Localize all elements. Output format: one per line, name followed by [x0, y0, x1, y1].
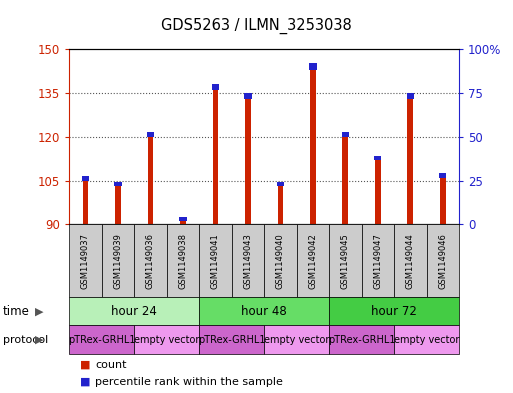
Bar: [147, 132, 154, 137]
Bar: [362, 224, 394, 297]
Text: GSM1149043: GSM1149043: [244, 233, 252, 289]
Text: empty vector: empty vector: [394, 334, 459, 345]
Bar: [134, 325, 199, 354]
Text: GSM1149044: GSM1149044: [406, 233, 415, 288]
Bar: [244, 94, 251, 99]
Text: protocol: protocol: [3, 334, 48, 345]
Bar: [394, 325, 459, 354]
Bar: [329, 224, 362, 297]
Text: hour 72: hour 72: [371, 305, 417, 318]
Text: GSM1149036: GSM1149036: [146, 233, 155, 289]
Text: ▶: ▶: [35, 306, 44, 316]
Bar: [148, 137, 153, 224]
Text: GSM1149047: GSM1149047: [373, 233, 382, 289]
Bar: [329, 325, 394, 354]
Text: empty vector: empty vector: [264, 334, 329, 345]
Bar: [114, 182, 122, 186]
Bar: [199, 325, 264, 354]
Text: count: count: [95, 360, 126, 370]
Bar: [374, 156, 382, 160]
Bar: [180, 217, 187, 222]
Bar: [115, 186, 121, 224]
Bar: [407, 99, 413, 224]
Bar: [342, 132, 349, 137]
Bar: [232, 224, 264, 297]
Bar: [440, 178, 446, 224]
Bar: [309, 63, 317, 70]
Text: GDS5263 / ILMN_3253038: GDS5263 / ILMN_3253038: [161, 18, 352, 34]
Bar: [212, 84, 219, 90]
Bar: [69, 297, 199, 325]
Bar: [278, 186, 283, 224]
Bar: [329, 297, 459, 325]
Bar: [83, 180, 88, 224]
Bar: [310, 70, 316, 224]
Text: ■: ■: [80, 360, 90, 370]
Bar: [245, 99, 251, 224]
Text: time: time: [3, 305, 29, 318]
Bar: [199, 297, 329, 325]
Bar: [212, 90, 219, 224]
Text: GSM1149037: GSM1149037: [81, 233, 90, 289]
Bar: [199, 224, 232, 297]
Text: GSM1149042: GSM1149042: [308, 233, 318, 288]
Bar: [297, 224, 329, 297]
Bar: [277, 182, 284, 186]
Text: empty vector: empty vector: [134, 334, 200, 345]
Text: GSM1149046: GSM1149046: [439, 233, 447, 289]
Text: GSM1149041: GSM1149041: [211, 233, 220, 288]
Bar: [264, 224, 297, 297]
Bar: [102, 224, 134, 297]
Bar: [375, 160, 381, 224]
Bar: [82, 176, 89, 180]
Bar: [69, 325, 134, 354]
Bar: [134, 224, 167, 297]
Text: GSM1149040: GSM1149040: [276, 233, 285, 288]
Text: pTRex-GRHL1: pTRex-GRHL1: [328, 334, 396, 345]
Text: pTRex-GRHL1: pTRex-GRHL1: [68, 334, 135, 345]
Bar: [343, 137, 348, 224]
Bar: [439, 173, 446, 178]
Text: ▶: ▶: [35, 334, 44, 345]
Text: ■: ■: [80, 377, 90, 387]
Bar: [394, 224, 427, 297]
Bar: [167, 224, 199, 297]
Bar: [264, 325, 329, 354]
Text: pTRex-GRHL1: pTRex-GRHL1: [198, 334, 265, 345]
Bar: [407, 94, 414, 99]
Bar: [180, 222, 186, 224]
Text: hour 24: hour 24: [111, 305, 157, 318]
Text: GSM1149045: GSM1149045: [341, 233, 350, 288]
Text: GSM1149038: GSM1149038: [179, 233, 187, 289]
Text: percentile rank within the sample: percentile rank within the sample: [95, 377, 283, 387]
Text: GSM1149039: GSM1149039: [113, 233, 123, 289]
Bar: [69, 224, 102, 297]
Text: hour 48: hour 48: [241, 305, 287, 318]
Bar: [427, 224, 459, 297]
